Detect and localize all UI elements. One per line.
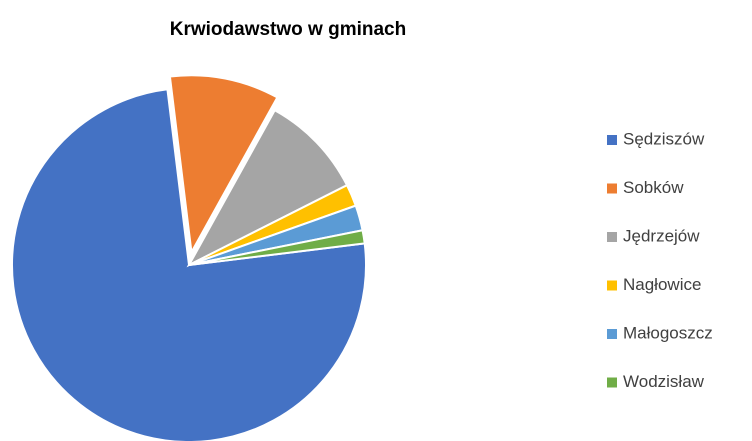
legend-swatch: [607, 329, 617, 339]
pie-slice: [186, 108, 349, 268]
legend-label: Jędrzejów: [623, 226, 700, 245]
legend-swatch: [607, 280, 617, 291]
pie-slice: [188, 229, 366, 266]
legend-label: Nagłowice: [623, 275, 701, 294]
legend-label: Małogoszcz: [623, 323, 713, 342]
chart-title: Krwiodawstwo w gminach: [170, 19, 406, 40]
pie-slice: [168, 74, 279, 256]
legend-swatch: [607, 183, 617, 194]
legend-label: Sobków: [623, 178, 684, 197]
legend-swatch: [607, 232, 617, 242]
legend-swatch: [607, 135, 617, 145]
legend-label: Sędziszów: [623, 129, 705, 148]
legend-label: Wodzisław: [623, 372, 705, 391]
legend-swatch: [607, 377, 617, 388]
